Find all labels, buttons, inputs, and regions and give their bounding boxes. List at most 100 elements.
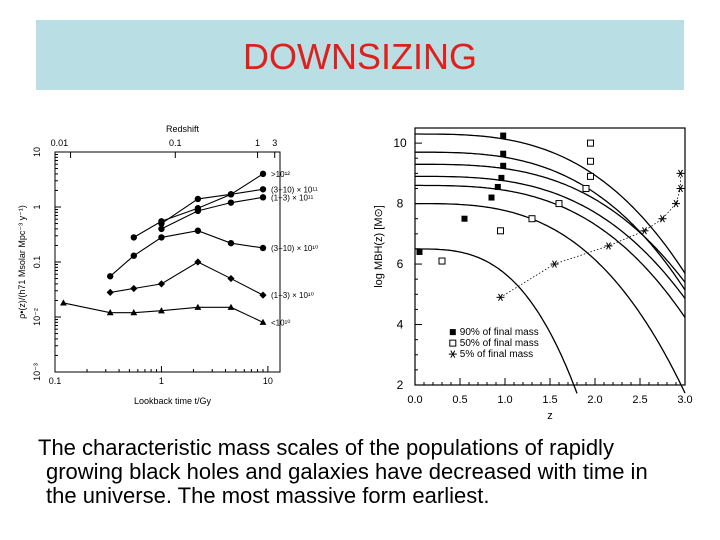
x-tick-label: 1.0 — [497, 394, 512, 406]
data-point — [157, 280, 166, 288]
caption-line-2: growing black holes and galaxies have de… — [46, 459, 648, 484]
data-point — [259, 318, 267, 325]
growth-curve — [415, 184, 686, 318]
data-point — [227, 274, 235, 283]
y-axis-label: ρ•(z)/(h71 Msolar Mpc⁻³ y⁻¹) — [17, 205, 27, 319]
series-line — [161, 196, 264, 230]
top-tick-label: 0.1 — [169, 138, 182, 148]
data-point — [259, 170, 267, 178]
y-tick-label: 10⁻² — [32, 308, 42, 326]
data-point — [130, 284, 138, 293]
y-tick-label: 4 — [397, 318, 404, 332]
data-point — [158, 225, 165, 233]
slide-title: DOWNSIZING — [243, 36, 477, 77]
data-point — [158, 234, 165, 241]
x-tick-label: 0.1 — [49, 376, 62, 386]
data-point — [500, 132, 507, 139]
data-point — [587, 157, 594, 165]
data-point — [500, 162, 507, 169]
legend-marker — [448, 350, 457, 358]
data-point — [640, 227, 649, 235]
data-point — [130, 234, 138, 241]
caption-line-3: the universe. The most massive form earl… — [46, 483, 490, 508]
data-point — [158, 220, 165, 227]
data-point — [438, 257, 446, 265]
legend-label: 5% of final mass — [460, 349, 533, 360]
data-point — [496, 293, 505, 302]
x-tick-label: 3.0 — [677, 394, 692, 406]
data-point — [676, 169, 685, 178]
data-point — [259, 291, 267, 299]
growth-curve — [415, 163, 686, 283]
data-point — [550, 260, 559, 268]
data-point — [227, 199, 235, 206]
data-point — [587, 172, 594, 180]
data-point — [555, 200, 563, 208]
right-chart: 0.0 0.5 1.0 1.5 2.0 2.5 3.0 z 2 4 6 8 10 log MBH(z) [… — [373, 127, 693, 422]
data-point — [658, 214, 667, 223]
series-line — [161, 188, 264, 225]
caption-line-1: The characteristic mass scales of the po… — [38, 435, 614, 460]
asterisk-stroke — [552, 260, 557, 268]
asterisk-stroke — [673, 199, 679, 208]
y-tick-label: 10 — [393, 136, 407, 150]
data-point — [259, 186, 267, 193]
asterisk-stroke — [498, 293, 503, 302]
data-point — [461, 215, 468, 222]
x-tick-label: 1.5 — [542, 394, 557, 406]
y-tick-label: 8 — [397, 197, 404, 211]
data-point — [227, 191, 235, 198]
growth-curve — [415, 248, 578, 394]
legend-marker — [449, 329, 456, 336]
data-point — [194, 195, 202, 203]
data-point — [194, 303, 202, 310]
y-tick-label: 1 — [32, 204, 42, 209]
x-tick-label: 1 — [159, 376, 164, 386]
series-line — [110, 261, 264, 296]
data-point — [227, 239, 235, 247]
legend-label: 50% of final mass — [460, 338, 539, 349]
top-tick-label: 0.01 — [51, 138, 69, 148]
asterisk-stroke — [450, 350, 456, 358]
x-tick-label: 2.0 — [587, 394, 602, 406]
top-tick-label: 3 — [272, 138, 277, 148]
title-bar: DOWNSIZING — [36, 20, 684, 90]
data-point — [158, 307, 165, 314]
data-point — [494, 183, 501, 190]
y-tick-label: 10 — [32, 147, 42, 157]
x-tick-label: 10 — [263, 376, 273, 386]
legend-marker — [449, 339, 457, 347]
data-point — [672, 199, 680, 208]
data-point — [130, 252, 138, 259]
series-label: (3−10) × 10¹⁰ — [271, 244, 318, 253]
x-tick-label: 0.0 — [407, 394, 422, 406]
asterisk-stroke — [606, 242, 611, 250]
top-axis-label: Redshift — [166, 124, 200, 134]
series-label: >10¹² — [271, 170, 290, 179]
x-tick-label: 0.5 — [452, 394, 467, 406]
x-axis-label: z — [547, 410, 553, 422]
data-point — [194, 227, 202, 234]
data-point — [587, 139, 594, 147]
data-point — [488, 194, 495, 201]
data-point — [497, 227, 504, 235]
data-point — [416, 248, 423, 255]
series-label: (1−3) × 10¹⁰ — [271, 291, 314, 300]
data-point — [604, 242, 613, 250]
caption: The characteristic mass scales of the po… — [38, 436, 708, 508]
five-percent-locus — [500, 173, 681, 298]
series-label: (1−3) × 10¹¹ — [271, 193, 314, 202]
data-point — [259, 244, 267, 252]
y-tick-label: 6 — [397, 257, 404, 271]
y-tick-label: 10⁻³ — [32, 363, 42, 381]
data-point — [259, 194, 267, 201]
asterisk-stroke — [678, 184, 683, 193]
y-tick-label: 2 — [397, 378, 404, 392]
data-point — [582, 184, 590, 192]
series-line — [109, 230, 264, 277]
data-point — [676, 184, 685, 193]
data-point — [500, 150, 507, 157]
series-label: <10¹⁰ — [271, 318, 290, 327]
legend-label: 90% of final mass — [460, 327, 539, 338]
x-axis-label: Lookback time t/Gy — [134, 396, 212, 406]
